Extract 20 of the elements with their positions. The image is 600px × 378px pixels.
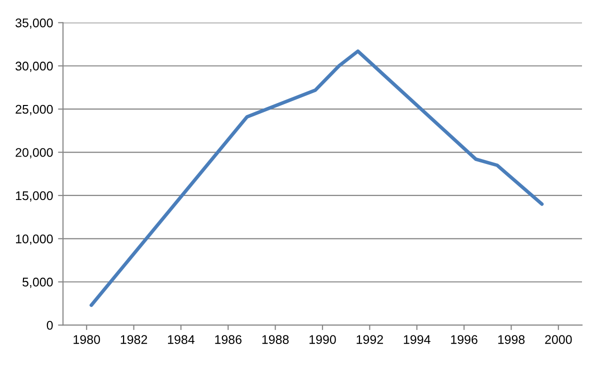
- x-tick-label: 1996: [451, 335, 478, 344]
- x-tick-label: 1982: [120, 335, 148, 344]
- y-tick-label: 35,000: [16, 18, 53, 29]
- x-tick-label: 1994: [404, 335, 430, 344]
- x-tick-label: 1990: [310, 335, 336, 344]
- x-tick-label: 1992: [356, 335, 383, 344]
- y-tick-label: 20,000: [16, 148, 53, 158]
- x-tick-label: 1980: [74, 335, 100, 344]
- x-tick-label: 1998: [498, 335, 525, 344]
- y-tick-label: 5,000: [22, 278, 53, 288]
- y-tick-label: 0: [46, 320, 53, 330]
- y-tick-label: 10,000: [16, 234, 53, 245]
- x-tick-label: 1988: [262, 335, 289, 344]
- line-series: [90, 49, 544, 307]
- y-tick-label: 25,000: [16, 104, 53, 116]
- x-tick-label: 1984: [168, 335, 194, 344]
- y-tick-label: 15,000: [16, 191, 53, 202]
- y-tick-label: 30,000: [16, 62, 53, 72]
- x-tick-label: 2000: [545, 335, 572, 344]
- x-tick-label: 1986: [215, 335, 242, 344]
